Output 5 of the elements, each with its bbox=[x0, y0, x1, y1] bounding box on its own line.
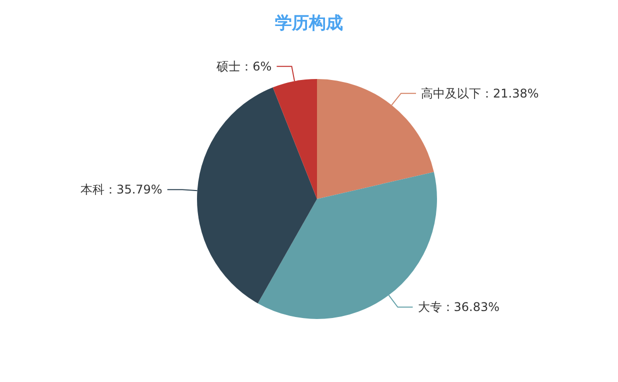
slice-label: 大专：36.83% bbox=[418, 300, 500, 314]
slice-label: 本科：35.79% bbox=[80, 182, 162, 197]
slice-label: 硕士：6% bbox=[216, 59, 272, 74]
slice-label: 高中及以下：21.38% bbox=[421, 86, 539, 100]
chart-title: 学历构成 bbox=[275, 14, 343, 34]
